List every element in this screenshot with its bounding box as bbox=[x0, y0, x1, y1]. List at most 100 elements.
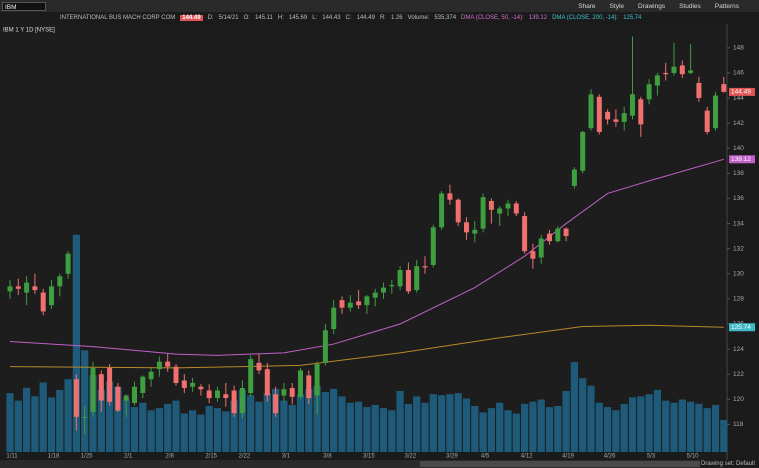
volume-bar bbox=[379, 408, 388, 452]
volume-bar bbox=[122, 399, 130, 452]
volume-bar bbox=[97, 389, 105, 452]
candle-body bbox=[464, 222, 469, 233]
candle-body bbox=[306, 375, 312, 399]
dma200-label: 125.74 bbox=[731, 324, 751, 331]
volume-bar bbox=[363, 407, 371, 452]
volume-bar bbox=[587, 385, 595, 452]
candle-body bbox=[571, 169, 577, 186]
y-tick-label: 122 bbox=[733, 371, 744, 378]
studies-button[interactable]: Studies bbox=[679, 2, 701, 10]
volume-bar bbox=[521, 403, 529, 452]
volume-bar bbox=[562, 391, 570, 452]
candle-body bbox=[713, 95, 718, 129]
y-tick-label: 128 bbox=[733, 296, 744, 303]
candle-body bbox=[57, 276, 63, 287]
low-label: L: bbox=[312, 15, 318, 21]
volume-bar bbox=[23, 387, 31, 452]
volume-bar bbox=[653, 389, 661, 452]
volume: 535,374 bbox=[434, 15, 457, 21]
volume-bar bbox=[197, 414, 205, 452]
volume-bar bbox=[371, 404, 379, 452]
candle-body bbox=[704, 110, 710, 132]
volume-bar bbox=[396, 391, 404, 452]
candle-body bbox=[480, 197, 486, 229]
x-tick-label: 1/25 bbox=[81, 454, 93, 460]
candle-body bbox=[563, 228, 569, 237]
volume-bar bbox=[172, 400, 180, 452]
candle-body bbox=[239, 387, 245, 414]
y-tick-label: 144 bbox=[733, 95, 744, 102]
candle-body bbox=[389, 285, 395, 287]
candle-body bbox=[679, 65, 685, 75]
candle-body bbox=[49, 286, 54, 306]
share-button[interactable]: Share bbox=[578, 2, 596, 10]
scroll-thumb[interactable] bbox=[420, 461, 700, 467]
volume-bar bbox=[504, 410, 512, 452]
drawing-set[interactable]: Drawing set: Default bbox=[700, 461, 755, 467]
candle-body bbox=[422, 266, 428, 268]
volume-bar bbox=[280, 400, 288, 452]
candle-body bbox=[148, 371, 154, 380]
candle-body bbox=[497, 208, 503, 214]
x-tick-label: 4/26 bbox=[604, 454, 616, 460]
candle-body bbox=[505, 203, 511, 209]
drawings-button[interactable]: Drawings bbox=[638, 2, 666, 10]
x-tick-label: 2/8 bbox=[166, 454, 175, 460]
candle-body bbox=[696, 82, 702, 99]
volume-bar bbox=[545, 407, 554, 452]
candle-body bbox=[663, 72, 669, 75]
volume-bar bbox=[213, 408, 222, 452]
candle-body bbox=[339, 300, 345, 308]
patterns-button[interactable]: Patterns bbox=[714, 2, 739, 10]
candle-body bbox=[381, 287, 386, 293]
candle-body bbox=[132, 386, 137, 404]
volume-bar bbox=[413, 396, 421, 452]
x-tick-label: 3/29 bbox=[446, 454, 458, 460]
candle-body bbox=[173, 366, 179, 383]
volume-bar bbox=[695, 403, 703, 452]
symbol-box[interactable]: IBM bbox=[2, 1, 46, 11]
toolbar: IBM Share Style Drawings Studies Pattern… bbox=[0, 0, 759, 12]
company: INTERNATIONAL BUS MACH CORP COM bbox=[60, 15, 176, 21]
candle-body bbox=[140, 376, 146, 394]
volume-bar bbox=[645, 394, 653, 452]
x-tick-label: 1/11 bbox=[6, 454, 18, 460]
x-tick-label: 1/18 bbox=[48, 454, 60, 460]
volume-bar bbox=[687, 401, 695, 452]
y-tick-label: 142 bbox=[733, 120, 744, 127]
scrollbar[interactable] bbox=[0, 460, 700, 468]
candle-body bbox=[605, 111, 611, 120]
candle-body bbox=[439, 193, 445, 228]
candle-body bbox=[356, 301, 362, 306]
volume-bar bbox=[454, 393, 462, 452]
candle-body bbox=[455, 199, 461, 223]
volume-bar bbox=[637, 396, 645, 452]
close-label: C: bbox=[345, 15, 352, 21]
volume-bar bbox=[678, 399, 686, 452]
y-tick-label: 136 bbox=[733, 195, 744, 202]
high-label: H: bbox=[277, 15, 284, 21]
volume-bar bbox=[288, 404, 296, 452]
candle-body bbox=[156, 361, 162, 370]
y-tick-label: 118 bbox=[733, 421, 744, 428]
style-button[interactable]: Style bbox=[609, 2, 624, 10]
volume-bar bbox=[711, 404, 720, 452]
volume-bar bbox=[604, 407, 612, 452]
candle-body bbox=[405, 270, 411, 292]
candle-body bbox=[231, 390, 237, 414]
volume-bar bbox=[106, 381, 114, 452]
candle-body bbox=[24, 282, 30, 293]
volume-bar bbox=[238, 389, 246, 452]
volume-bar bbox=[47, 397, 56, 452]
last-price-box bbox=[729, 87, 755, 96]
candle-body bbox=[555, 228, 561, 242]
x-tick-label: 4/12 bbox=[521, 454, 533, 460]
volume-bar bbox=[579, 378, 587, 452]
volume-bar bbox=[272, 388, 280, 452]
y-tick-label: 120 bbox=[733, 396, 744, 403]
volume-bar bbox=[512, 413, 520, 452]
x-tick-label: 5/3 bbox=[647, 454, 656, 460]
range-label: R: bbox=[379, 15, 386, 21]
